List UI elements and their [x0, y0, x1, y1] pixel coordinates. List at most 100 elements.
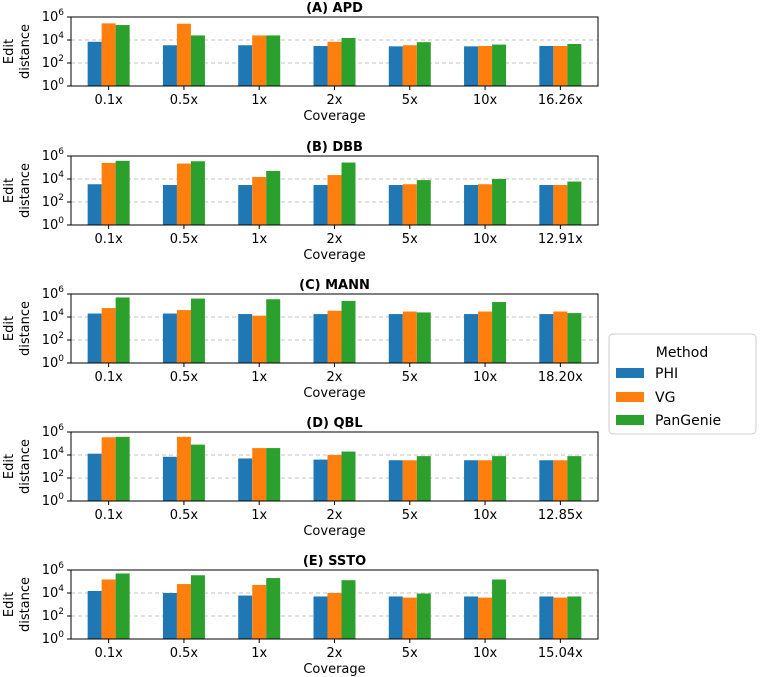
y-tick-label: 106: [42, 285, 65, 302]
y-axis-label-line2: distance: [18, 577, 33, 632]
bar-vg-1x: [252, 35, 267, 86]
x-tick-label: 0.1x: [94, 508, 123, 523]
bar-vg-5x: [402, 45, 417, 86]
bar-phi-0_1x: [87, 41, 102, 86]
y-axis-label-line2: distance: [18, 301, 33, 356]
y-tick-label: 104: [42, 170, 65, 187]
bar-phi-0_1x: [87, 590, 102, 639]
legend-swatch-pangenie: [616, 415, 644, 425]
y-tick-label: 100: [42, 77, 65, 94]
bar-pangenie-0_5x: [190, 161, 205, 225]
bar-phi-0_5x: [162, 185, 177, 225]
bar-pangenie-5x: [416, 42, 431, 86]
bar-pangenie-0_1x: [115, 436, 130, 501]
bar-vg-0_1x: [101, 437, 116, 501]
x-tick-label: 5x: [402, 93, 418, 108]
bar-pangenie-2x: [341, 451, 356, 501]
bar-pangenie-10x: [492, 44, 507, 86]
legend-label-phi: PHI: [655, 366, 678, 382]
bar-phi-5x: [388, 460, 403, 501]
x-tick-label: 10x: [473, 370, 498, 385]
bar-phi-2x: [313, 314, 328, 363]
y-tick-label: 102: [42, 469, 64, 486]
legend-swatch-vg: [616, 392, 644, 402]
bar-pangenie-5x: [416, 456, 431, 501]
y-tick-label: 106: [42, 147, 65, 164]
bar-vg-12_85x: [553, 460, 568, 501]
bar-phi-12_91x: [539, 185, 554, 225]
bar-phi-10x: [464, 185, 479, 225]
bar-pangenie-0_5x: [190, 35, 205, 86]
x-tick-label: 0.1x: [94, 232, 123, 247]
legend-label-pangenie: PanGenie: [655, 413, 721, 429]
bar-vg-12_91x: [553, 185, 568, 225]
x-tick-label: 12.91x: [538, 232, 583, 247]
bar-pangenie-2x: [341, 37, 356, 86]
y-tick-label: 100: [42, 630, 65, 647]
bar-vg-0_1x: [101, 308, 116, 363]
bar-pangenie-1x: [266, 170, 281, 225]
bar-vg-5x: [402, 184, 417, 225]
bar-vg-1x: [252, 448, 267, 501]
x-tick-label: 16.26x: [538, 93, 583, 108]
bar-pangenie-10x: [492, 302, 507, 363]
bar-phi-2x: [313, 46, 328, 86]
y-axis-label-line2: distance: [18, 163, 33, 218]
x-tick-label: 18.20x: [538, 370, 583, 385]
bar-phi-1x: [238, 45, 253, 86]
bar-phi-1x: [238, 185, 253, 225]
bar-pangenie-10x: [492, 579, 507, 639]
bar-vg-1x: [252, 176, 267, 225]
chart-panel: 100 102 104 106 0.1x 0.5x 1x 2x 5x 10x 16.26x (A) A…: [2, 1, 599, 124]
bar-phi-0_5x: [162, 456, 177, 501]
x-tick-label: 2x: [327, 508, 343, 523]
bar-phi-0_5x: [162, 45, 177, 86]
bar-vg-0_1x: [101, 579, 116, 639]
bar-vg-5x: [402, 311, 417, 363]
panel-title: (C) MANN: [299, 278, 370, 293]
x-tick-label: 2x: [327, 646, 343, 661]
bar-vg-10x: [478, 46, 493, 86]
bar-phi-10x: [464, 46, 479, 86]
panel-title: (D) QBL: [306, 416, 362, 431]
panel-title: (B) DBB: [306, 140, 363, 155]
x-axis-label: Coverage: [303, 248, 365, 263]
bar-phi-10x: [464, 314, 479, 363]
chart-panel: 100 102 104 106 0.1x 0.5x 1x 2x 5x 10x 12.91x (B) D…: [2, 140, 599, 263]
y-tick-label: 104: [42, 584, 65, 601]
bar-pangenie-5x: [416, 593, 431, 639]
y-axis-label-line2: distance: [18, 24, 33, 79]
y-tick-label: 104: [42, 31, 65, 48]
bar-phi-12_85x: [539, 460, 554, 501]
bar-vg-0_1x: [101, 162, 116, 225]
x-tick-label: 2x: [327, 232, 343, 247]
bar-vg-10x: [478, 311, 493, 363]
x-tick-label: 0.1x: [94, 646, 123, 661]
bar-pangenie-15_04x: [567, 596, 582, 639]
plot-frame: [70, 569, 599, 640]
bar-vg-0_5x: [176, 584, 191, 639]
plot-frame: [70, 155, 599, 226]
plot-frame: [70, 431, 599, 502]
bar-pangenie-0_1x: [115, 160, 130, 225]
y-axis-label-line1: Edit: [2, 39, 17, 64]
bar-vg-10x: [478, 597, 493, 639]
bar-pangenie-2x: [341, 580, 356, 639]
bar-vg-0_5x: [176, 23, 191, 86]
panel-title: (E) SSTO: [303, 554, 366, 569]
bar-phi-5x: [388, 46, 403, 86]
bar-pangenie-0_5x: [190, 575, 205, 639]
legend-label-vg: VG: [655, 390, 675, 406]
bar-pangenie-16_26x: [567, 43, 582, 86]
bar-pangenie-18_20x: [567, 313, 582, 363]
x-tick-label: 5x: [402, 232, 418, 247]
bar-pangenie-5x: [416, 312, 431, 363]
bar-phi-10x: [464, 596, 479, 639]
bar-phi-0_5x: [162, 593, 177, 639]
bar-vg-2x: [327, 593, 342, 639]
bar-vg-18_20x: [553, 311, 568, 363]
y-tick-label: 102: [42, 193, 64, 210]
bar-phi-2x: [313, 185, 328, 225]
bar-vg-2x: [327, 41, 342, 86]
x-axis-label: Coverage: [303, 524, 365, 539]
